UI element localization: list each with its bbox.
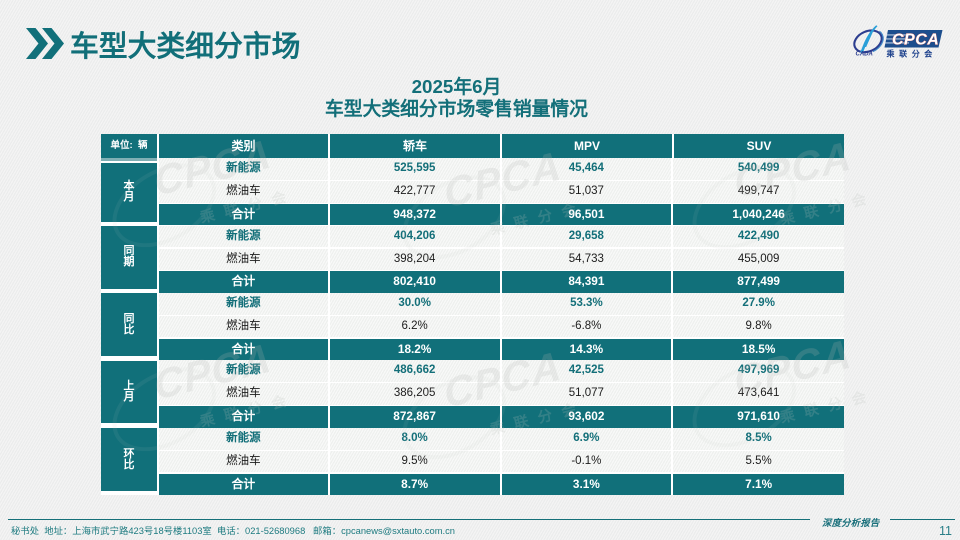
svg-text:乘联分会: 乘联分会 xyxy=(886,49,937,59)
svg-text:CADA: CADA xyxy=(856,52,873,58)
svg-text:CPCA: CPCA xyxy=(892,32,939,49)
